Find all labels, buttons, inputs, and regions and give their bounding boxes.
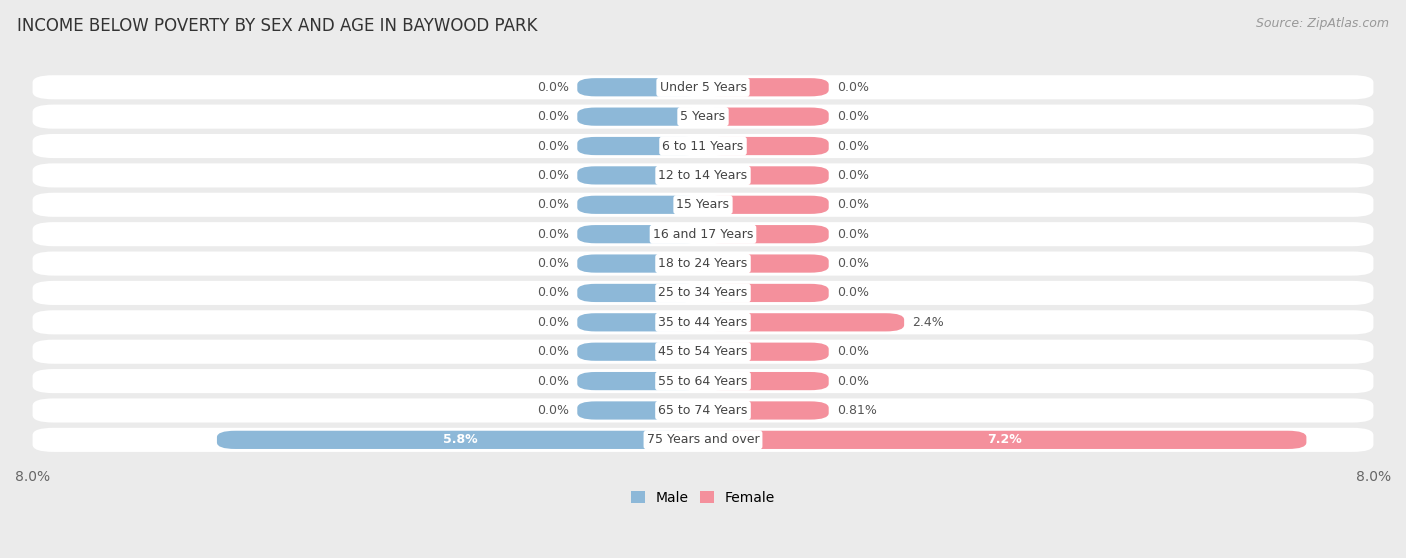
Text: INCOME BELOW POVERTY BY SEX AND AGE IN BAYWOOD PARK: INCOME BELOW POVERTY BY SEX AND AGE IN B… xyxy=(17,17,537,35)
FancyBboxPatch shape xyxy=(32,134,1374,158)
FancyBboxPatch shape xyxy=(32,428,1374,452)
Text: 6 to 11 Years: 6 to 11 Years xyxy=(662,140,744,152)
FancyBboxPatch shape xyxy=(578,196,703,214)
FancyBboxPatch shape xyxy=(703,137,828,155)
FancyBboxPatch shape xyxy=(703,108,828,126)
Text: Under 5 Years: Under 5 Years xyxy=(659,81,747,94)
Text: 0.81%: 0.81% xyxy=(837,404,877,417)
FancyBboxPatch shape xyxy=(703,372,828,390)
Text: 35 to 44 Years: 35 to 44 Years xyxy=(658,316,748,329)
FancyBboxPatch shape xyxy=(578,343,703,361)
FancyBboxPatch shape xyxy=(578,78,703,97)
FancyBboxPatch shape xyxy=(32,163,1374,187)
FancyBboxPatch shape xyxy=(578,137,703,155)
FancyBboxPatch shape xyxy=(703,225,828,243)
Text: 0.0%: 0.0% xyxy=(537,110,569,123)
Text: 0.0%: 0.0% xyxy=(537,345,569,358)
Text: 0.0%: 0.0% xyxy=(837,140,869,152)
Text: 2.4%: 2.4% xyxy=(912,316,945,329)
Text: 0.0%: 0.0% xyxy=(537,228,569,240)
FancyBboxPatch shape xyxy=(32,281,1374,305)
FancyBboxPatch shape xyxy=(32,104,1374,129)
FancyBboxPatch shape xyxy=(578,166,703,185)
FancyBboxPatch shape xyxy=(32,369,1374,393)
Text: 55 to 64 Years: 55 to 64 Years xyxy=(658,374,748,388)
Text: 25 to 34 Years: 25 to 34 Years xyxy=(658,286,748,300)
FancyBboxPatch shape xyxy=(703,166,828,185)
Text: 5.8%: 5.8% xyxy=(443,434,477,446)
FancyBboxPatch shape xyxy=(217,431,703,449)
Text: 0.0%: 0.0% xyxy=(837,81,869,94)
FancyBboxPatch shape xyxy=(32,252,1374,276)
Text: 0.0%: 0.0% xyxy=(837,345,869,358)
Text: 65 to 74 Years: 65 to 74 Years xyxy=(658,404,748,417)
Text: 0.0%: 0.0% xyxy=(837,257,869,270)
FancyBboxPatch shape xyxy=(578,108,703,126)
FancyBboxPatch shape xyxy=(578,313,703,331)
Text: 0.0%: 0.0% xyxy=(837,374,869,388)
Text: 12 to 14 Years: 12 to 14 Years xyxy=(658,169,748,182)
FancyBboxPatch shape xyxy=(32,75,1374,99)
FancyBboxPatch shape xyxy=(703,401,828,420)
FancyBboxPatch shape xyxy=(703,78,828,97)
Text: 0.0%: 0.0% xyxy=(837,169,869,182)
FancyBboxPatch shape xyxy=(32,193,1374,217)
FancyBboxPatch shape xyxy=(703,313,904,331)
FancyBboxPatch shape xyxy=(32,398,1374,422)
Text: 0.0%: 0.0% xyxy=(537,257,569,270)
Text: 0.0%: 0.0% xyxy=(537,81,569,94)
Text: 16 and 17 Years: 16 and 17 Years xyxy=(652,228,754,240)
FancyBboxPatch shape xyxy=(703,431,1306,449)
Legend: Male, Female: Male, Female xyxy=(626,485,780,511)
Text: 75 Years and over: 75 Years and over xyxy=(647,434,759,446)
FancyBboxPatch shape xyxy=(32,310,1374,334)
Text: 45 to 54 Years: 45 to 54 Years xyxy=(658,345,748,358)
Text: Source: ZipAtlas.com: Source: ZipAtlas.com xyxy=(1256,17,1389,30)
FancyBboxPatch shape xyxy=(578,401,703,420)
FancyBboxPatch shape xyxy=(578,225,703,243)
Text: 18 to 24 Years: 18 to 24 Years xyxy=(658,257,748,270)
FancyBboxPatch shape xyxy=(32,222,1374,246)
Text: 0.0%: 0.0% xyxy=(837,198,869,211)
FancyBboxPatch shape xyxy=(703,196,828,214)
FancyBboxPatch shape xyxy=(578,372,703,390)
FancyBboxPatch shape xyxy=(578,284,703,302)
Text: 0.0%: 0.0% xyxy=(837,286,869,300)
Text: 0.0%: 0.0% xyxy=(537,286,569,300)
Text: 0.0%: 0.0% xyxy=(537,198,569,211)
FancyBboxPatch shape xyxy=(703,343,828,361)
Text: 0.0%: 0.0% xyxy=(537,374,569,388)
Text: 0.0%: 0.0% xyxy=(837,110,869,123)
FancyBboxPatch shape xyxy=(578,254,703,273)
FancyBboxPatch shape xyxy=(703,254,828,273)
Text: 7.2%: 7.2% xyxy=(987,434,1022,446)
FancyBboxPatch shape xyxy=(32,340,1374,364)
Text: 0.0%: 0.0% xyxy=(837,228,869,240)
Text: 0.0%: 0.0% xyxy=(537,140,569,152)
FancyBboxPatch shape xyxy=(703,284,828,302)
Text: 0.0%: 0.0% xyxy=(537,169,569,182)
Text: 0.0%: 0.0% xyxy=(537,404,569,417)
Text: 0.0%: 0.0% xyxy=(537,316,569,329)
Text: 5 Years: 5 Years xyxy=(681,110,725,123)
Text: 15 Years: 15 Years xyxy=(676,198,730,211)
